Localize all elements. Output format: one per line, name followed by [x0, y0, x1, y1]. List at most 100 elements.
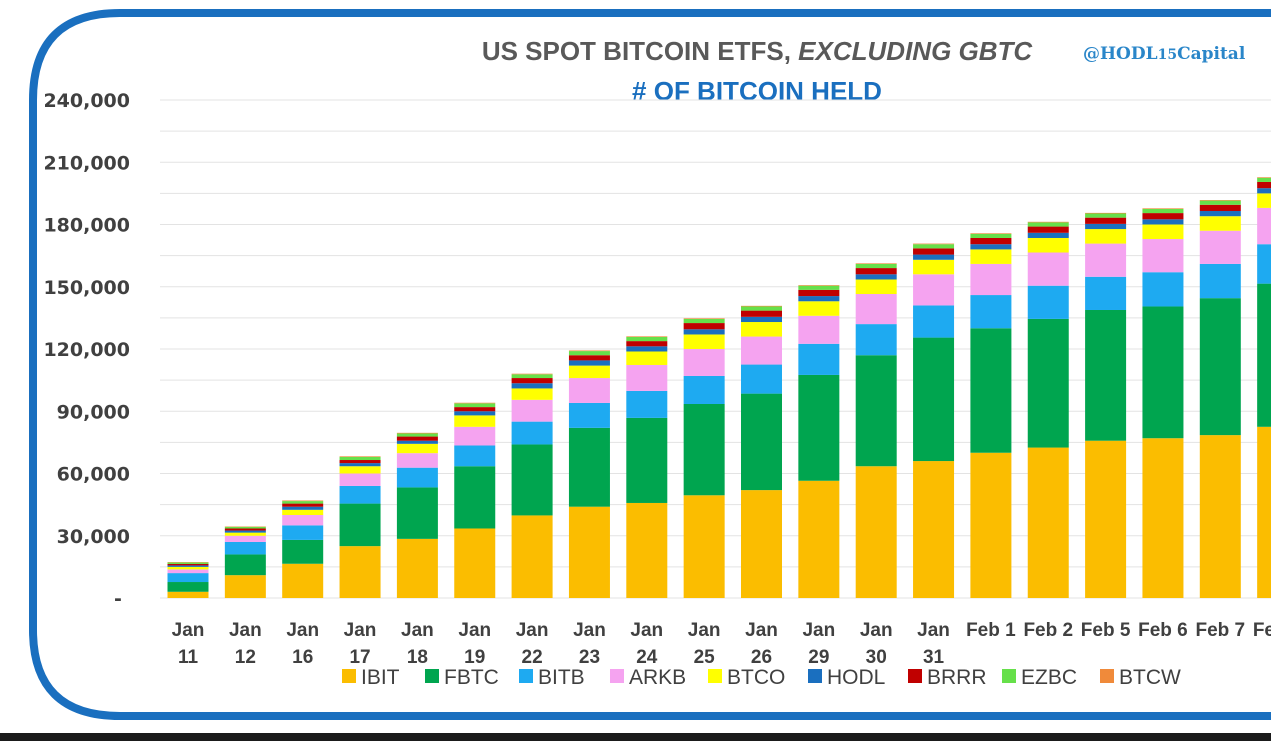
bar-segment-brrr: [568, 355, 610, 361]
bar-segment-arkb: [683, 349, 725, 376]
x-tick-label-line1: Jan: [401, 620, 434, 641]
x-tick-label-line1: Jan: [229, 620, 262, 641]
bar-segment-arkb: [626, 364, 668, 391]
bar-segment-btco: [282, 509, 324, 515]
legend-item-btco: BTCO: [708, 666, 785, 689]
x-tick-label-line2: 23: [579, 647, 600, 668]
stacked-bars: [167, 177, 1271, 598]
x-tick-label-line1: Jan: [745, 620, 778, 641]
x-tick-label-line2: 17: [349, 647, 370, 668]
bar-segment-fbtc: [913, 337, 955, 462]
bar-stack: [683, 318, 725, 598]
bar-segment-bitb: [1199, 263, 1241, 299]
bar-segment-ezbc: [741, 306, 782, 311]
bar-segment-hodl: [454, 411, 496, 416]
bar-segment-fbtc: [568, 427, 610, 507]
bar-segment-ezbc: [339, 456, 381, 461]
bar-segment-ezbc: [224, 526, 266, 529]
bar-segment-brrr: [1085, 217, 1127, 224]
bar-segment-bitb: [224, 541, 266, 555]
legend-item-bitb: BITB: [519, 666, 585, 689]
bar-segment-ezbc: [1142, 208, 1184, 214]
legend-swatch: [708, 669, 722, 683]
bar-segment-btcw: [1085, 212, 1127, 214]
bar-segment-arkb: [1085, 243, 1127, 277]
legend-item-btcw: BTCW: [1100, 666, 1181, 689]
bar-segment-bitb: [798, 343, 840, 375]
credit-handle-number: 15: [1158, 47, 1177, 63]
legend-swatch: [342, 669, 356, 683]
bar-segment-hodl: [282, 506, 324, 510]
bar-stack: [741, 305, 782, 598]
x-tick-label-line2: 30: [866, 647, 887, 668]
bar-stack: [1142, 208, 1184, 598]
bar-segment-bitb: [282, 525, 324, 540]
bar-segment-fbtc: [798, 374, 840, 481]
bar-segment-ezbc: [511, 374, 553, 379]
bar-segment-brrr: [626, 341, 668, 347]
legend-swatch: [808, 669, 822, 683]
bar-segment-bitb: [167, 573, 209, 583]
legend-label: ARKB: [629, 666, 686, 689]
bar-segment-btcw: [1199, 200, 1241, 201]
bar-segment-bitb: [970, 295, 1012, 329]
bar-segment-ibit: [339, 546, 381, 598]
x-tick-label-line2: 11: [178, 647, 199, 668]
bar-segment-btco: [798, 301, 840, 316]
bar-segment-hodl: [1199, 211, 1241, 217]
y-tick-label: 210,000: [43, 152, 130, 174]
bar-segment-ibit: [855, 466, 897, 598]
bar-segment-arkb: [913, 274, 955, 306]
bar-segment-hodl: [339, 463, 381, 467]
x-tick-label-line1: Jan: [688, 620, 721, 641]
bar-segment-brrr: [855, 268, 897, 275]
bar-segment-ibit: [511, 515, 553, 598]
chart-title-emphasis: EXCLUDING GBTC: [798, 36, 1033, 66]
bar-segment-btco: [741, 322, 782, 337]
bar-segment-fbtc: [1027, 318, 1069, 448]
bar-segment-hodl: [396, 440, 438, 444]
bar-segment-arkb: [282, 515, 324, 526]
x-tick-label-line1: Jan: [917, 620, 950, 641]
legend-swatch: [908, 669, 922, 683]
bar-segment-ibit: [167, 591, 209, 598]
legend-swatch: [425, 669, 439, 683]
bar-stack: [396, 432, 438, 598]
bar-segment-ibit: [626, 502, 668, 598]
legend-label: BRRR: [927, 666, 987, 689]
bar-segment-btco: [568, 365, 610, 379]
bar-segment-ezbc: [282, 501, 324, 504]
bar-segment-btcw: [1142, 208, 1184, 209]
legend-item-arkb: ARKB: [610, 666, 686, 689]
bar-segment-arkb: [511, 399, 553, 422]
bar-segment-ezbc: [1085, 213, 1127, 218]
bar-segment-ibit: [1257, 426, 1271, 598]
bar-segment-brrr: [1027, 226, 1069, 233]
bar-segment-ibit: [1085, 440, 1127, 598]
bar-segment-ibit: [1027, 447, 1069, 598]
bar-segment-btco: [626, 351, 668, 365]
bar-segment-ezbc: [626, 336, 668, 342]
bar-segment-brrr: [339, 460, 381, 464]
bar-segment-btcw: [339, 456, 381, 457]
chart-subtitle: # OF BITCOIN HELD: [632, 76, 882, 106]
x-tick-label-line2: 16: [292, 647, 313, 668]
x-tick-label-line2: 25: [694, 647, 716, 668]
bar-segment-btco: [683, 334, 725, 349]
x-tick-label-line1: Jan: [573, 620, 606, 641]
bar-segment-hodl: [1085, 223, 1127, 230]
bar-segment-ezbc: [683, 318, 725, 324]
legend: IBIT FBTC BITB ARKB BTCO HODL BRRR EZBC BTCW: [342, 666, 1181, 689]
bar-segment-btcw: [511, 373, 553, 375]
bar-segment-ibit: [396, 538, 438, 598]
bar-segment-btco: [1085, 229, 1127, 244]
x-tick-label-line1: Jan: [860, 620, 893, 641]
bar-segment-btco: [1142, 224, 1184, 240]
bar-segment-btcw: [1257, 177, 1271, 178]
bar-segment-hodl: [741, 316, 782, 323]
bar-segment-brrr: [167, 563, 209, 566]
bar-segment-ezbc: [1027, 222, 1069, 227]
bar-segment-ezbc: [396, 433, 438, 437]
x-tick-label-line1: Feb 1: [966, 620, 1016, 641]
bar-segment-brrr: [224, 528, 266, 531]
